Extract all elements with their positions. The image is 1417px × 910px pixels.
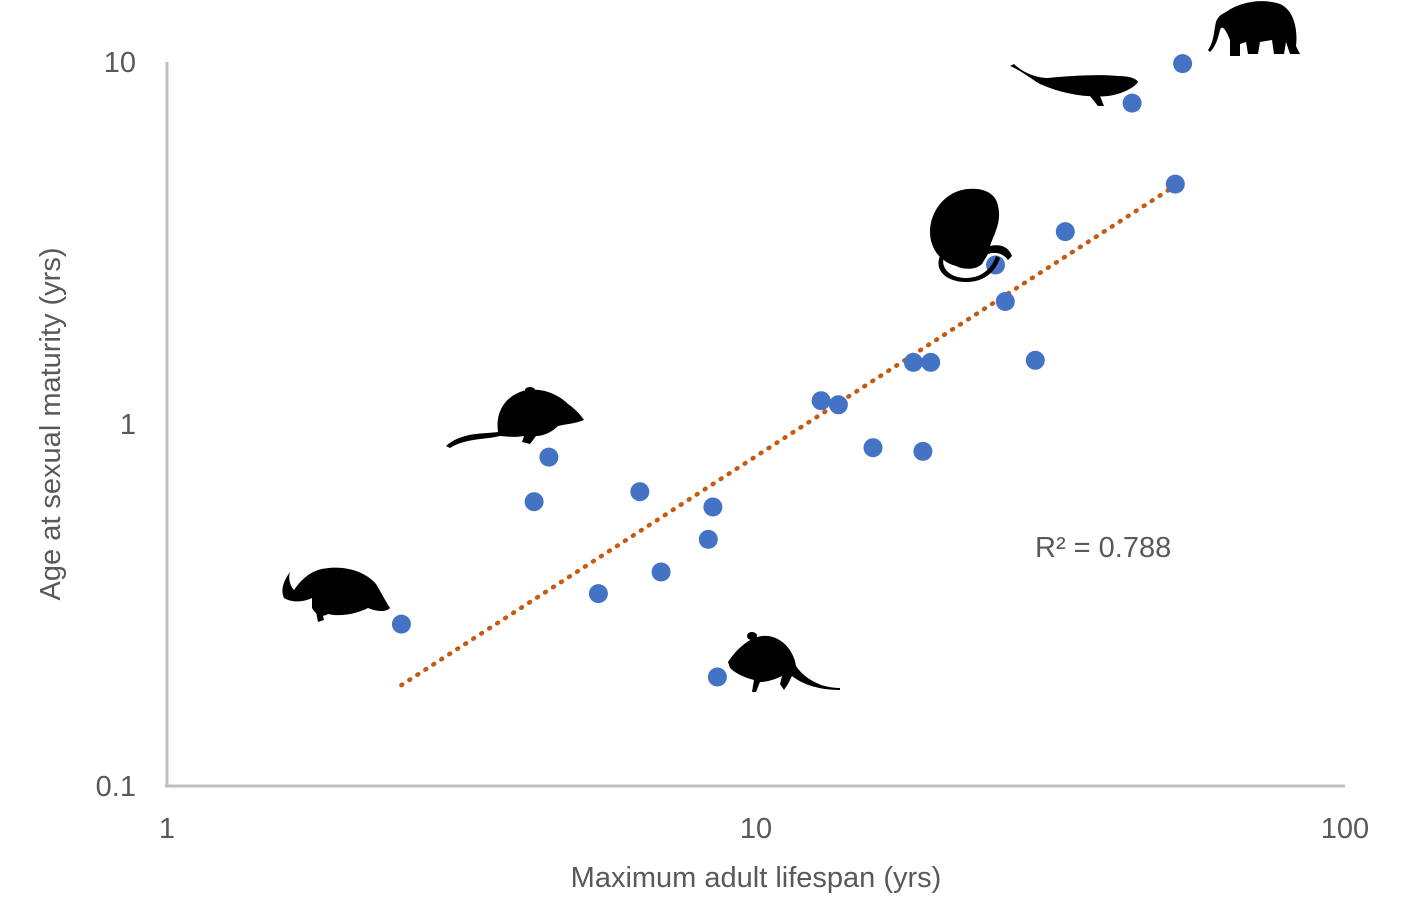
- elephant-icon: [1208, 1, 1300, 57]
- data-point-18: [1025, 350, 1045, 370]
- data-point-9: [707, 667, 727, 687]
- data-point-6: [651, 562, 671, 582]
- monkey-icon: [930, 188, 1012, 282]
- mouse-icon: [728, 632, 840, 692]
- data-point-21: [1165, 174, 1185, 194]
- data-point-1: [391, 614, 411, 634]
- r-squared-label: R² = 0.788: [1035, 532, 1171, 564]
- x-tick-label-10: 10: [740, 813, 772, 845]
- data-point-15: [921, 352, 941, 372]
- whale-icon: [1010, 64, 1138, 106]
- data-point-3: [539, 447, 559, 467]
- x-tick-label-100: 100: [1321, 813, 1369, 845]
- data-point-8: [703, 497, 723, 517]
- data-point-14: [913, 441, 933, 461]
- y-tick-label-0.1: 0.1: [96, 771, 136, 803]
- data-point-20: [1122, 93, 1142, 113]
- x-axis-title: Maximum adult lifespan (yrs): [571, 862, 942, 894]
- y-tick-label-1: 1: [120, 409, 136, 441]
- data-point-19: [1055, 222, 1075, 242]
- y-tick-label-10: 10: [104, 47, 136, 79]
- trendline: [399, 181, 1180, 688]
- x-tick-label-1: 1: [159, 813, 175, 845]
- data-points: [391, 54, 1193, 687]
- data-point-17: [995, 292, 1015, 311]
- y-axis-title: Age at sexual maturity (yrs): [35, 248, 67, 601]
- data-point-4: [588, 584, 608, 604]
- data-point-10: [811, 391, 831, 411]
- data-point-12: [863, 438, 883, 458]
- data-point-7: [698, 529, 718, 549]
- rat-icon: [446, 387, 584, 448]
- shrew-icon: [282, 567, 390, 622]
- data-point-11: [828, 395, 848, 415]
- data-point-13: [903, 352, 923, 372]
- data-point-2: [524, 492, 544, 512]
- data-point-22: [1173, 54, 1193, 74]
- data-point-5: [630, 482, 650, 502]
